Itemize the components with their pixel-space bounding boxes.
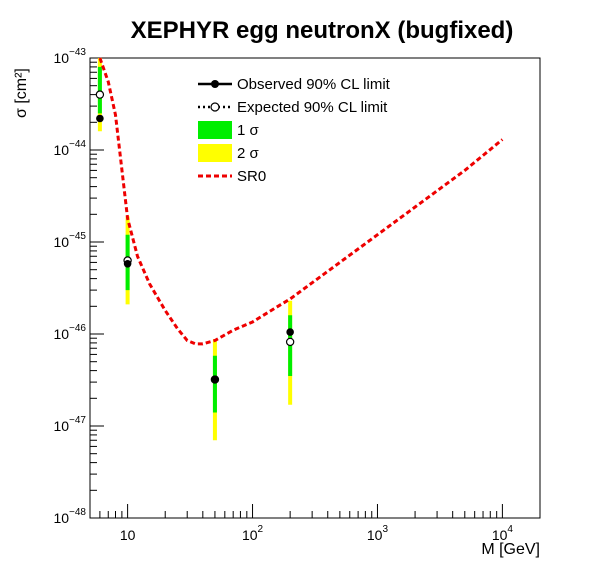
y-axis-label: σ [cm²] — [13, 68, 30, 118]
chart-title: XEPHYR egg neutronX (bugfixed) — [131, 17, 514, 44]
observed-point — [123, 259, 132, 268]
legend-label: 1 σ — [237, 122, 260, 139]
sr0-curve — [98, 57, 504, 346]
y-tick-label: 10−44 — [53, 139, 86, 158]
legend-label: 2 σ — [237, 145, 260, 162]
x-tick-label: 104 — [492, 524, 514, 543]
observed-point — [211, 375, 219, 384]
legend-label: Expected 90% CL limit — [237, 99, 388, 116]
legend-2sigma-swatch — [198, 144, 232, 162]
expected-point — [95, 90, 105, 99]
y-tick-label: 10−46 — [53, 323, 86, 342]
x-tick-label: 103 — [367, 524, 389, 543]
legend-label: SR0 — [237, 168, 266, 185]
legend: Observed 90% CL limit Expected 90% CL lim… — [198, 76, 391, 185]
legend-1sigma-swatch — [198, 121, 232, 139]
y-tick-label: 10−48 — [53, 507, 86, 526]
legend-label: Observed 90% CL limit — [237, 76, 391, 93]
observed-point — [96, 114, 104, 123]
x-axis-label: M [GeV] — [481, 541, 540, 558]
plot-frame — [89, 57, 541, 519]
y-axis-label-text: σ [cm²] — [13, 68, 30, 118]
y-tick-label: 10−43 — [53, 47, 86, 66]
x-tick-label: 10 — [120, 527, 136, 543]
y-tick-label: 10−45 — [53, 231, 86, 250]
x-tick-label: 102 — [242, 524, 264, 543]
plot-area: 10 102 103 104 10−48 10−47 10−46 10−45 10−44 10−4… — [53, 47, 541, 543]
y-tick-label: 10−47 — [53, 415, 86, 434]
legend-expected-marker — [210, 102, 220, 112]
legend-observed-marker — [211, 80, 219, 88]
expected-point — [285, 337, 295, 347]
observed-point — [286, 328, 294, 336]
